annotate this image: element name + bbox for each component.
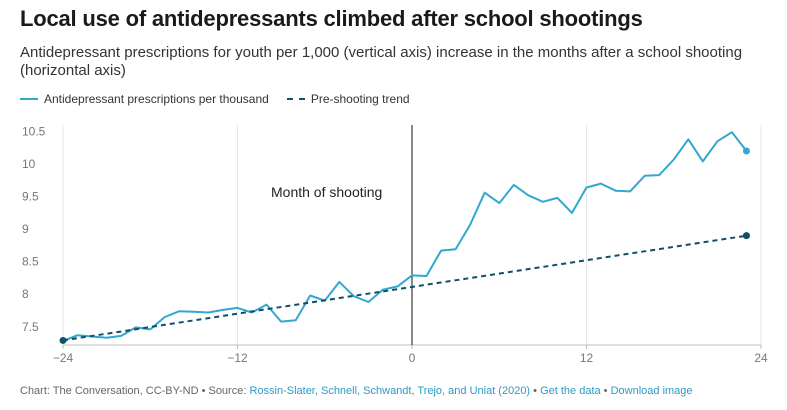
y-tick-label: 9 <box>22 222 29 236</box>
y-tick-label: 9.5 <box>22 190 39 204</box>
footer-source-link[interactable]: Rossin-Slater, Schnell, Schwandt, Trejo,… <box>249 385 531 397</box>
series-line-pre-shooting-trend[interactable] <box>62 234 747 342</box>
chart-title: Local use of antidepressants climbed aft… <box>20 6 643 31</box>
legend-item-actual[interactable]: Antidepressant prescriptions per thousan… <box>20 92 269 106</box>
trend-start-marker <box>59 336 67 344</box>
y-tick-label: 7.5 <box>22 320 39 334</box>
y-tick-label: 10 <box>22 157 36 171</box>
x-tick-label: 12 <box>580 351 594 365</box>
legend-label-trend: Pre-shooting trend <box>310 92 410 106</box>
download-image-link[interactable]: Download image <box>610 385 693 397</box>
x-tick-label: 24 <box>754 351 768 365</box>
series-line-prescriptions[interactable] <box>62 131 748 343</box>
y-tick-label: 8.5 <box>22 255 39 269</box>
x-tick-label: −12 <box>227 351 248 365</box>
y-tick-label: 8 <box>22 287 29 301</box>
get-data-link[interactable]: Get the data <box>540 385 601 397</box>
trend-end-marker <box>742 232 750 240</box>
chart-subtitle: Antidepressant prescriptions for youth p… <box>20 44 743 79</box>
y-tick-label: 10.5 <box>22 125 46 139</box>
chart-footer: Chart: The Conversation, CC-BY-ND • Sour… <box>20 385 693 397</box>
footer-separator: • <box>530 385 541 397</box>
legend-label-actual: Antidepressant prescriptions per thousan… <box>44 92 269 106</box>
x-tick-label: −24 <box>53 351 74 365</box>
x-tick-label: 0 <box>409 351 416 365</box>
legend-item-trend[interactable]: Pre-shooting trend <box>286 92 410 106</box>
annotation-month-of-shooting: Month of shooting <box>271 184 382 200</box>
legend-swatch-actual <box>20 98 38 100</box>
legend: Antidepressant prescriptions per thousan… <box>20 92 428 106</box>
footer-credit: Chart: The Conversation, CC-BY-ND <box>20 385 199 397</box>
footer-source-label: • Source: <box>198 385 250 397</box>
legend-swatch-trend <box>286 98 305 100</box>
series-end-marker <box>742 147 750 155</box>
footer-separator: • <box>600 385 611 397</box>
